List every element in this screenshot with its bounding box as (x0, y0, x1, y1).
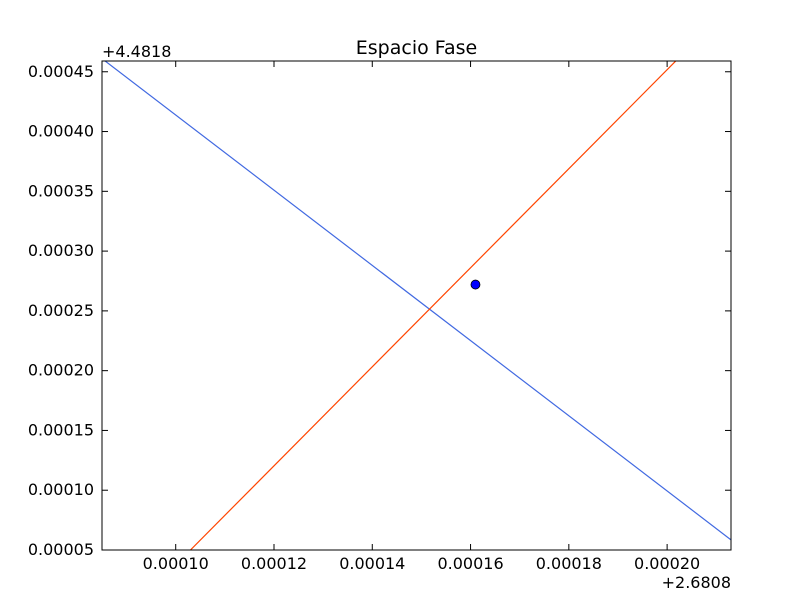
y-tick-label: 0.00020 (28, 361, 94, 380)
y-tick-label: 0.00005 (28, 540, 94, 559)
plot-frame (101, 60, 732, 551)
x-tick-label: 0.00010 (143, 554, 209, 573)
series-layer (104, 61, 731, 550)
x-tick-label: 0.00020 (634, 554, 700, 573)
y-tick-label: 0.00040 (28, 122, 94, 141)
series-line-1 (104, 61, 731, 541)
tick-layer: 0.00010 0.00012 0.00014 0.00016 0.00018 0.000… (28, 61, 731, 573)
series-line-2 (190, 61, 677, 550)
x-tick-label: 0.00014 (339, 554, 405, 573)
data-point (470, 279, 481, 290)
chart-title: Espacio Fase (356, 37, 477, 59)
x-tick-label: 0.00018 (536, 554, 602, 573)
y-tick-label: 0.00030 (28, 241, 94, 260)
plot-area (102, 61, 731, 550)
y-tick-label: 0.00045 (28, 62, 94, 81)
x-offset-label: +2.6808 (662, 573, 731, 592)
y-tick-label: 0.00025 (28, 301, 94, 320)
y-tick-label: 0.00035 (28, 181, 94, 200)
x-tick-label: 0.00012 (241, 554, 307, 573)
y-tick-label: 0.00010 (28, 480, 94, 499)
y-offset-label: +4.4818 (102, 42, 171, 61)
y-tick-label: 0.00015 (28, 420, 94, 439)
x-tick-label: 0.00016 (437, 554, 503, 573)
